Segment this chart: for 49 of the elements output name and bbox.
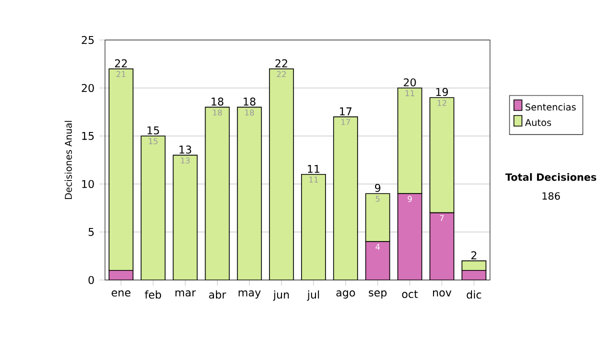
x-tick-label: jul [307, 290, 319, 301]
x-tick-label: feb [144, 290, 162, 299]
data-label: 13 [181, 157, 190, 164]
y-tick-label: 0 [88, 276, 94, 284]
data-label: 21 [116, 71, 126, 78]
data-label: 12 [438, 100, 446, 106]
y-tick-label: 25 [82, 36, 94, 44]
total-label: 22 [115, 59, 127, 68]
x-tick-label: oct [402, 290, 418, 298]
x-tick-label: ene [112, 290, 130, 297]
total-label: 22 [275, 59, 288, 68]
data-label: 18 [245, 109, 254, 116]
legend-label: Autos [525, 119, 552, 126]
y-tick-label: 15 [82, 132, 94, 140]
total-label: 2 [471, 251, 476, 260]
data-label: 4 [376, 244, 380, 250]
y-tick-label: 5 [88, 228, 94, 236]
data-label: 5 [376, 196, 380, 202]
x-tick-label: sep [368, 290, 387, 299]
data-label: 15 [148, 138, 158, 144]
y-tick-label: 10 [82, 180, 94, 188]
x-tick-label: jun [273, 290, 289, 301]
data-label: 17 [341, 119, 350, 125]
total-label: 20 [404, 78, 416, 86]
data-label: 18 [213, 109, 222, 116]
total-label: 11 [308, 165, 320, 173]
total-label: 18 [244, 98, 256, 106]
x-tick-label: mar [176, 290, 196, 297]
data-label: 11 [406, 90, 414, 96]
x-tick-label: may [238, 290, 261, 299]
total-label: 18 [212, 98, 224, 106]
total-label: 13 [180, 146, 192, 154]
text: Total Decisiones [505, 173, 596, 181]
legend-label: Sentencias [526, 103, 576, 111]
text: 186 [542, 192, 560, 200]
data-label: 11 [309, 176, 318, 182]
x-tick-label: nov [433, 290, 452, 297]
data-label: 9 [408, 196, 412, 202]
total-label: 17 [340, 107, 352, 116]
total-label: 19 [436, 88, 448, 96]
total-label: 9 [374, 184, 380, 192]
x-tick-label: abr [209, 290, 226, 299]
x-tick-label: dic [466, 290, 482, 299]
data-label: 7 [440, 215, 444, 221]
y-tick-label: 20 [82, 84, 94, 92]
data-label: 22 [276, 71, 286, 78]
y-axis-title: Decisiones Anual [64, 120, 72, 199]
total-label: 15 [148, 126, 159, 134]
x-tick-label: ago [336, 290, 355, 299]
